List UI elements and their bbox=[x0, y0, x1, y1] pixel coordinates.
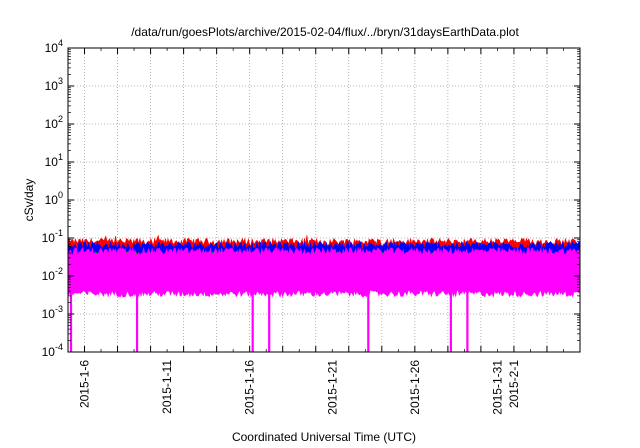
y-tick-label: 100 bbox=[45, 190, 63, 207]
y-tick-exponent: -3 bbox=[55, 304, 63, 314]
y-tick-base: 10 bbox=[42, 345, 56, 359]
y-tick-base: 10 bbox=[45, 41, 59, 55]
y-tick-label: 104 bbox=[45, 38, 63, 55]
y-tick-base: 10 bbox=[45, 155, 59, 169]
x-axis-label: Coordinated Universal Time (UTC) bbox=[232, 430, 416, 444]
y-tick-label: 10-4 bbox=[42, 342, 63, 359]
x-tick-label: 2015-1-26 bbox=[408, 360, 422, 415]
y-tick-exponent: -1 bbox=[55, 228, 63, 238]
grid-lines bbox=[68, 48, 581, 352]
series-group bbox=[67, 234, 581, 352]
y-tick-label: 101 bbox=[45, 152, 63, 169]
y-tick-label: 10-2 bbox=[42, 266, 63, 283]
y-tick-exponent: 3 bbox=[58, 76, 63, 86]
x-tick-label: 2015-1-31 bbox=[490, 360, 504, 415]
y-tick-label: 10-1 bbox=[42, 228, 63, 245]
y-tick-base: 10 bbox=[45, 79, 59, 93]
x-tick-labels: 2015-1-6 2015-1-11 2015-1-16 2015-1-21 2015-… bbox=[78, 360, 521, 415]
y-tick-exponent: 4 bbox=[58, 38, 63, 48]
y-tick-label: 10-3 bbox=[42, 304, 63, 321]
y-tick-base: 10 bbox=[42, 307, 56, 321]
y-tick-label: 103 bbox=[45, 76, 63, 93]
y-tick-exponent: 1 bbox=[58, 152, 63, 162]
y-tick-exponent: -4 bbox=[55, 342, 63, 352]
y-axis-label: cSv/day bbox=[22, 179, 36, 222]
chart-title: /data/run/goesPlots/archive/2015-02-04/f… bbox=[131, 25, 519, 39]
y-tick-base: 10 bbox=[42, 269, 56, 283]
tick-marks bbox=[68, 47, 581, 353]
y-tick-label: 102 bbox=[45, 114, 63, 131]
y-tick-base: 10 bbox=[45, 193, 59, 207]
y-tick-base: 10 bbox=[45, 117, 59, 131]
x-tick-label: 2015-1-21 bbox=[325, 360, 339, 415]
y-tick-base: 10 bbox=[42, 231, 56, 245]
x-tick-label: 2015-1-16 bbox=[243, 360, 257, 415]
y-tick-exponent: 0 bbox=[58, 190, 63, 200]
x-tick-label: 2015-1-11 bbox=[160, 360, 174, 414]
series-band-4 bbox=[67, 246, 581, 299]
x-tick-label: 2015-1-6 bbox=[78, 360, 92, 408]
y-tick-exponent: -2 bbox=[55, 266, 63, 276]
x-tick-label: 2015-2-1 bbox=[507, 360, 521, 408]
y-tick-exponent: 2 bbox=[58, 114, 63, 124]
